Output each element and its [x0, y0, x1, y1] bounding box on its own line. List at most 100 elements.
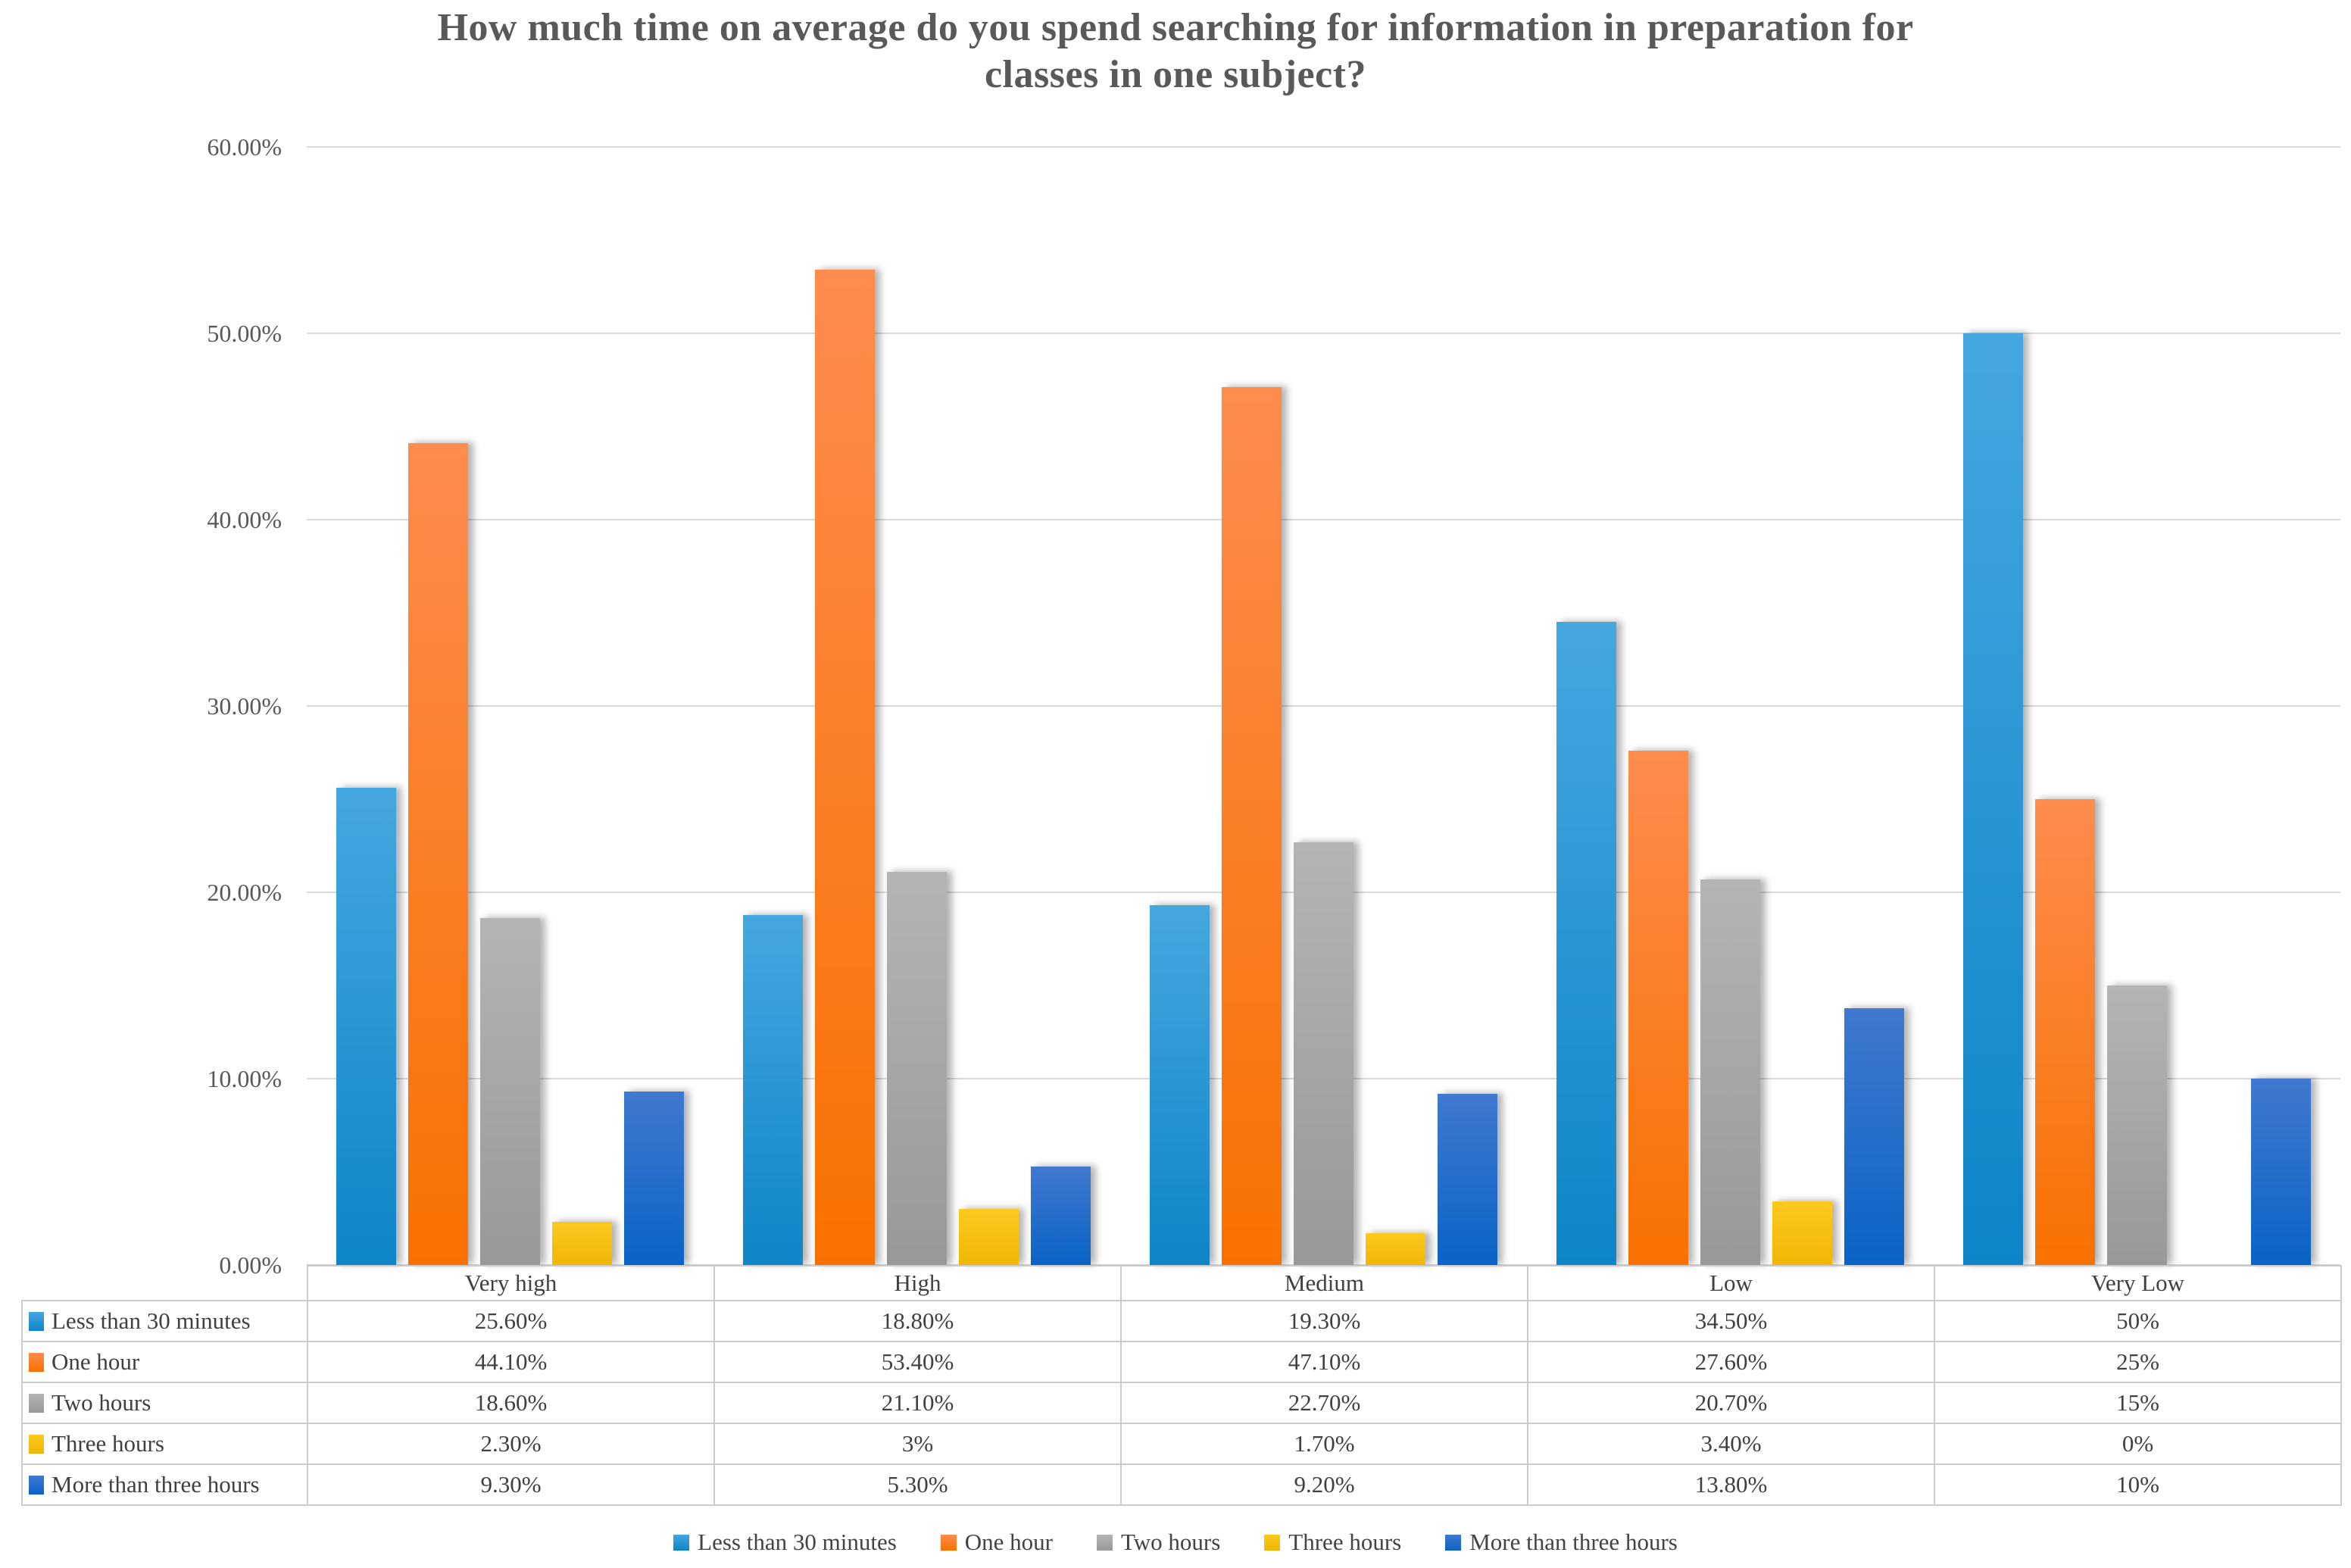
series-name: More than three hours	[52, 1471, 260, 1498]
legend-label: Three hours	[1288, 1529, 1402, 1555]
value-cell-three-hours-very-low: 0%	[1934, 1423, 2342, 1465]
gridline-60-00	[307, 146, 2340, 148]
y-axis-label: 10.00%	[207, 1065, 282, 1092]
bar-three-hours-very-high	[552, 1222, 612, 1265]
bar-two-hours-medium	[1294, 842, 1353, 1265]
legend-item-less-than-30-minutes: Less than 30 minutes	[673, 1529, 897, 1556]
data-table-header-row: Very high High Medium Low Very Low	[22, 1265, 2342, 1301]
chart-title: How much time on average do you spend se…	[437, 6, 1914, 97]
bar-two-hours-very-low	[2107, 985, 2167, 1265]
category-group-high	[713, 147, 1120, 1265]
value-cell-three-hours-very-high: 2.30%	[307, 1423, 715, 1465]
bar-less-than-30-minutes-low	[1556, 622, 1616, 1265]
legend-label: One hour	[964, 1529, 1053, 1555]
bar-one-hour-very-low	[2035, 799, 2095, 1265]
value-cell-three-hours-high: 3%	[713, 1423, 1122, 1465]
bar-one-hour-very-high	[408, 443, 468, 1265]
value-cell-two-hours-low: 20.70%	[1527, 1382, 1935, 1424]
legend: Less than 30 minutes One hour Two hours Thr…	[0, 1529, 2351, 1556]
series-label-cell: More than three hours	[21, 1463, 308, 1506]
series-name: Two hours	[52, 1389, 151, 1416]
value-cell-two-hours-very-low: 15%	[1934, 1382, 2342, 1424]
gridline-0-00	[307, 1264, 2340, 1266]
gridline-50-00	[307, 333, 2340, 334]
value-cell-more-than-three-hours-very-low: 10%	[1934, 1463, 2342, 1506]
bar-more-than-three-hours-very-low	[2251, 1079, 2311, 1265]
series-label-cell: Two hours	[21, 1382, 308, 1424]
value-cell-more-than-three-hours-very-high: 9.30%	[307, 1463, 715, 1506]
y-axis-label: 20.00%	[207, 879, 282, 906]
legend-key-icon	[29, 1352, 44, 1372]
value-cell-less-than-30-minutes-high: 18.80%	[713, 1300, 1122, 1342]
data-table: Very high High Medium Low Very Low Less than …	[21, 1265, 2342, 1506]
value-cell-three-hours-medium: 1.70%	[1120, 1423, 1528, 1465]
legend-key-icon	[1264, 1534, 1281, 1551]
value-cell-two-hours-very-high: 18.60%	[307, 1382, 715, 1424]
series-name: Less than 30 minutes	[52, 1307, 251, 1334]
bar-more-than-three-hours-very-high	[624, 1092, 684, 1265]
category-header-very-low: Very Low	[1934, 1265, 2342, 1301]
bar-less-than-30-minutes-medium	[1150, 905, 1210, 1265]
gridline-40-00	[307, 519, 2340, 520]
legend-item-two-hours: Two hours	[1097, 1529, 1220, 1556]
bar-less-than-30-minutes-high	[743, 914, 803, 1265]
bar-more-than-three-hours-low	[1844, 1007, 1904, 1265]
legend-item-three-hours: Three hours	[1264, 1529, 1401, 1556]
plot-area	[307, 146, 2340, 1266]
legend-item-one-hour: One hour	[940, 1529, 1053, 1556]
category-group-low	[1527, 147, 1934, 1265]
series-label-cell: Three hours	[21, 1423, 308, 1465]
bar-three-hours-high	[959, 1209, 1019, 1265]
value-cell-three-hours-low: 3.40%	[1527, 1423, 1935, 1465]
table-row-one-hour: One hour 44.10% 53.40% 47.10% 27.60% 25%	[21, 1341, 2342, 1383]
bar-three-hours-medium	[1366, 1233, 1425, 1265]
table-row-three-hours: Three hours 2.30% 3% 1.70% 3.40% 0%	[21, 1423, 2342, 1465]
legend-key-icon	[940, 1534, 957, 1551]
value-cell-one-hour-medium: 47.10%	[1120, 1341, 1528, 1383]
table-row-more-than-three-hours: More than three hours 9.30% 5.30% 9.20% 13.8…	[21, 1463, 2342, 1506]
series-name: Three hours	[52, 1430, 164, 1457]
legend-key-icon	[29, 1393, 44, 1413]
value-cell-more-than-three-hours-medium: 9.20%	[1120, 1463, 1528, 1506]
legend-key-icon	[29, 1475, 44, 1495]
bar-one-hour-high	[815, 270, 875, 1265]
category-group-medium	[1120, 147, 1527, 1265]
series-label-cell: One hour	[21, 1341, 308, 1383]
bar-more-than-three-hours-medium	[1438, 1093, 1497, 1265]
legend-key-icon	[29, 1311, 44, 1331]
value-cell-less-than-30-minutes-very-low: 50%	[1934, 1300, 2342, 1342]
data-table-corner-cell	[22, 1266, 308, 1301]
y-axis-label: 0.00%	[219, 1251, 282, 1279]
y-axis-label: 60.00%	[207, 133, 282, 161]
value-cell-one-hour-high: 53.40%	[713, 1341, 1122, 1383]
category-group-very-high	[307, 147, 713, 1265]
legend-item-more-than-three-hours: More than three hours	[1445, 1529, 1678, 1556]
y-axis-label: 30.00%	[207, 692, 282, 720]
value-cell-one-hour-low: 27.60%	[1527, 1341, 1935, 1383]
value-cell-two-hours-high: 21.10%	[713, 1382, 1122, 1424]
category-header-low: Low	[1527, 1265, 1935, 1301]
value-cell-less-than-30-minutes-low: 34.50%	[1527, 1300, 1935, 1342]
value-cell-less-than-30-minutes-very-high: 25.60%	[307, 1300, 715, 1342]
value-cell-more-than-three-hours-high: 5.30%	[713, 1463, 1122, 1506]
bar-less-than-30-minutes-very-low	[1963, 333, 2023, 1265]
category-header-high: High	[713, 1265, 1122, 1301]
value-cell-one-hour-very-high: 44.10%	[307, 1341, 715, 1383]
bar-three-hours-low	[1772, 1201, 1832, 1265]
table-row-less-than-30-minutes: Less than 30 minutes 25.60% 18.80% 19.30% 34…	[21, 1300, 2342, 1342]
series-name: One hour	[52, 1348, 140, 1375]
legend-key-icon	[673, 1534, 690, 1551]
legend-key-icon	[1097, 1534, 1113, 1551]
value-cell-less-than-30-minutes-medium: 19.30%	[1120, 1300, 1528, 1342]
bar-two-hours-low	[1700, 879, 1760, 1265]
value-cell-two-hours-medium: 22.70%	[1120, 1382, 1528, 1424]
bar-one-hour-low	[1628, 751, 1688, 1265]
legend-key-icon	[29, 1434, 44, 1454]
bar-more-than-three-hours-high	[1031, 1166, 1091, 1265]
bar-two-hours-high	[887, 871, 947, 1265]
table-row-two-hours: Two hours 18.60% 21.10% 22.70% 20.70% 15%	[21, 1382, 2342, 1424]
category-header-medium: Medium	[1120, 1265, 1528, 1301]
y-axis-label: 40.00%	[207, 506, 282, 533]
value-cell-one-hour-very-low: 25%	[1934, 1341, 2342, 1383]
